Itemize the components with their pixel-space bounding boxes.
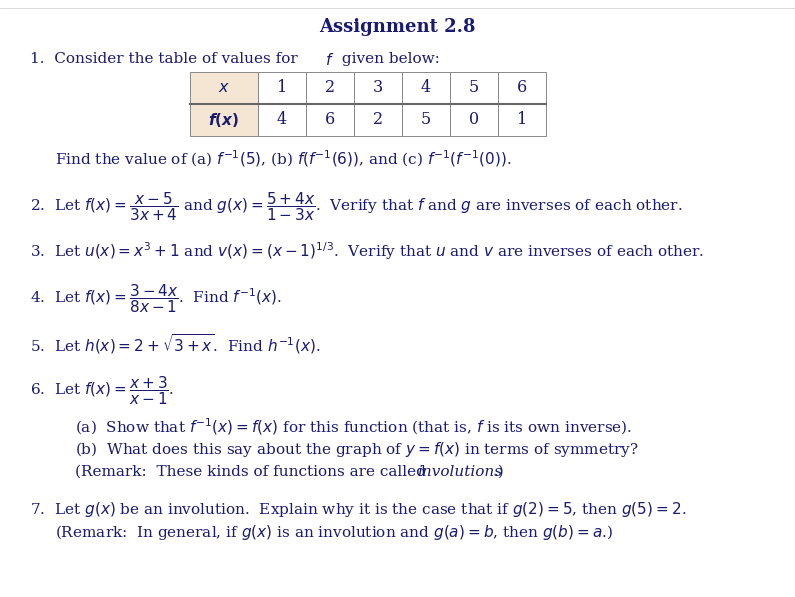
Bar (306, 72, 354, 104)
Text: (b)  What does this say about the graph of $y = f(x)$ in terms of symmetry?: (b) What does this say about the graph o… (75, 440, 639, 459)
Text: 3: 3 (373, 79, 383, 97)
Text: 5: 5 (469, 79, 479, 97)
Text: 5: 5 (421, 112, 431, 128)
Bar (402, 104, 450, 136)
Bar (258, 104, 306, 136)
Text: 5.  Let $h(x) = 2 + \sqrt{3+x}$.  Find $h^{-1}(x)$.: 5. Let $h(x) = 2 + \sqrt{3+x}$. Find $h^… (30, 332, 320, 356)
Bar (498, 104, 546, 136)
Text: 0: 0 (469, 112, 479, 128)
Bar (354, 104, 402, 136)
Text: $\boldsymbol{f(x)}$: $\boldsymbol{f(x)}$ (208, 111, 239, 129)
Bar (306, 104, 354, 136)
Text: (Remark:  In general, if $g(x)$ is an involution and $g(a) = b$, then $g(b) = a$: (Remark: In general, if $g(x)$ is an inv… (55, 523, 613, 542)
Text: 3.  Let $u(x) = x^3 + 1$ and $v(x) = (x-1)^{1/3}$.  Verify that $u$ and $v$ are : 3. Let $u(x) = x^3 + 1$ and $v(x) = (x-1… (30, 240, 704, 261)
Text: (a)  Show that $f^{-1}(x) = f(x)$ for this function (that is, $f$ is its own inv: (a) Show that $f^{-1}(x) = f(x)$ for thi… (75, 416, 632, 436)
Bar (450, 72, 498, 104)
Text: $f$: $f$ (325, 52, 334, 68)
Bar (354, 72, 402, 104)
Bar (402, 72, 450, 104)
Text: 1: 1 (277, 79, 287, 97)
Text: 4: 4 (277, 112, 287, 128)
Text: involutions: involutions (417, 465, 502, 479)
Text: 4: 4 (421, 79, 431, 97)
Text: $x$: $x$ (218, 79, 230, 97)
Text: 6: 6 (517, 79, 527, 97)
Bar (190, 104, 258, 136)
Text: .): .) (494, 465, 505, 479)
Text: 1: 1 (517, 112, 527, 128)
Bar (258, 72, 306, 104)
Text: Find the value of (a) $f^{-1}(5)$, (b) $f(f^{-1}(6))$, and (c) $f^{-1}(f^{-1}(0): Find the value of (a) $f^{-1}(5)$, (b) $… (55, 148, 511, 169)
Bar (450, 104, 498, 136)
Text: 7.  Let $g(x)$ be an involution.  Explain why it is the case that if $g(2) = 5$,: 7. Let $g(x)$ be an involution. Explain … (30, 500, 686, 519)
Text: 2: 2 (373, 112, 383, 128)
Text: (Remark:  These kinds of functions are called: (Remark: These kinds of functions are ca… (75, 465, 431, 479)
Text: 6.  Let $f(x) = \dfrac{x+3}{x-1}$.: 6. Let $f(x) = \dfrac{x+3}{x-1}$. (30, 374, 174, 407)
Text: 2: 2 (325, 79, 335, 97)
Text: Assignment 2.8: Assignment 2.8 (320, 18, 475, 36)
Text: 2.  Let $f(x) = \dfrac{x-5}{3x+4}$ and $g(x) = \dfrac{5+4x}{1-3x}$.  Verify that: 2. Let $f(x) = \dfrac{x-5}{3x+4}$ and $g… (30, 190, 683, 223)
Text: 1.  Consider the table of values for: 1. Consider the table of values for (30, 52, 303, 66)
Text: 6: 6 (325, 112, 335, 128)
Bar (498, 72, 546, 104)
Text: given below:: given below: (337, 52, 440, 66)
Text: 4.  Let $f(x) = \dfrac{3-4x}{8x-1}$.  Find $f^{-1}(x)$.: 4. Let $f(x) = \dfrac{3-4x}{8x-1}$. Find… (30, 282, 282, 315)
Bar (190, 72, 258, 104)
